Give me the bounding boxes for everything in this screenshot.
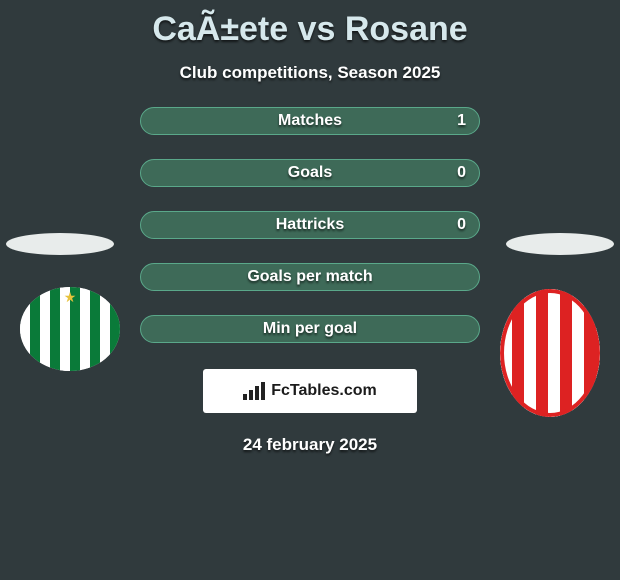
stat-label: Matches: [278, 112, 342, 130]
comparison-stage: ★ Matches 1 Goals 0 Hattricks 0 Goals per matc…: [0, 107, 620, 455]
bar-chart-icon: [243, 382, 265, 400]
team-crest-right: [500, 289, 600, 417]
stat-value: 0: [457, 211, 466, 239]
stat-label: Goals: [288, 164, 332, 182]
stat-pill: Hattricks: [140, 211, 480, 239]
crest-ring-icon: [500, 289, 600, 417]
banfield-crest-icon: ★: [20, 287, 120, 371]
stat-label: Hattricks: [276, 216, 344, 234]
stat-pill: Goals: [140, 159, 480, 187]
team-crest-left: ★: [20, 287, 120, 371]
stat-row: Min per goal: [140, 315, 480, 343]
stat-pill: Matches: [140, 107, 480, 135]
subtitle: Club competitions, Season 2025: [0, 63, 620, 83]
stat-pill: Min per goal: [140, 315, 480, 343]
stat-value: 0: [457, 159, 466, 187]
stat-row: Matches 1: [140, 107, 480, 135]
page-title: CaÃ±ete vs Rosane: [0, 0, 620, 49]
brand-text: FcTables.com: [271, 382, 377, 400]
brand-badge: FcTables.com: [203, 369, 417, 413]
stat-value: 1: [457, 107, 466, 135]
stat-row: Goals per match: [140, 263, 480, 291]
star-icon: ★: [64, 289, 77, 306]
stat-pill: Goals per match: [140, 263, 480, 291]
stat-row: Goals 0: [140, 159, 480, 187]
player-avatar-left: [6, 233, 114, 255]
stat-label: Goals per match: [247, 268, 372, 286]
stat-label: Min per goal: [263, 320, 357, 338]
date-label: 24 february 2025: [0, 435, 620, 455]
stat-row: Hattricks 0: [140, 211, 480, 239]
player-avatar-right: [506, 233, 614, 255]
barracas-crest-icon: [500, 289, 600, 417]
